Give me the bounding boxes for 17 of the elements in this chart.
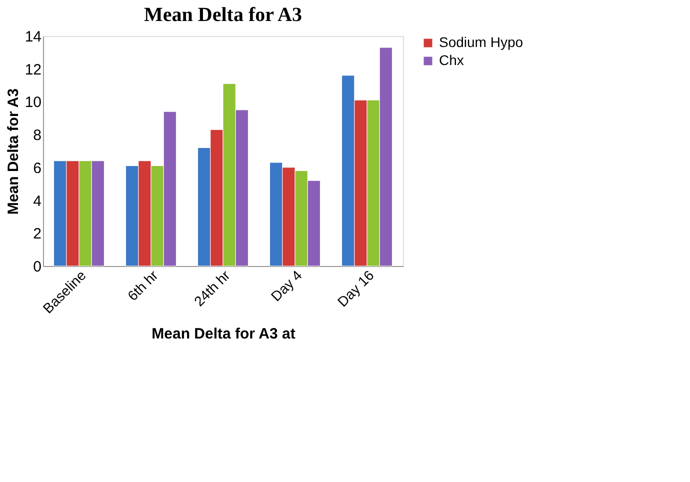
y-tick-label: 4 (33, 192, 42, 210)
x-tick-label: 6th hr (124, 266, 162, 304)
chart-title: Mean Delta for A3 (144, 4, 302, 26)
y-tick-label: 14 (24, 28, 42, 46)
x-tick-label: Day 4 (268, 266, 306, 304)
x-axis-title: Mean Delta for A3 at (152, 325, 296, 342)
y-tick-label: 6 (33, 160, 42, 177)
y-tick-label: 8 (33, 127, 42, 144)
y-tick-label: 12 (24, 61, 42, 78)
legend-label: Chx (439, 52, 464, 68)
x-tick-label: 24th hr (190, 266, 234, 310)
y-axis-title: Mean Delta for A3 (4, 88, 22, 215)
x-tick-label: Day 16 (334, 266, 378, 310)
y-tick-label: 2 (33, 226, 42, 243)
y-tick-label: 0 (33, 258, 42, 276)
y-tick-label: 10 (24, 94, 42, 112)
legend-label: Sodium Hypo (439, 34, 524, 50)
